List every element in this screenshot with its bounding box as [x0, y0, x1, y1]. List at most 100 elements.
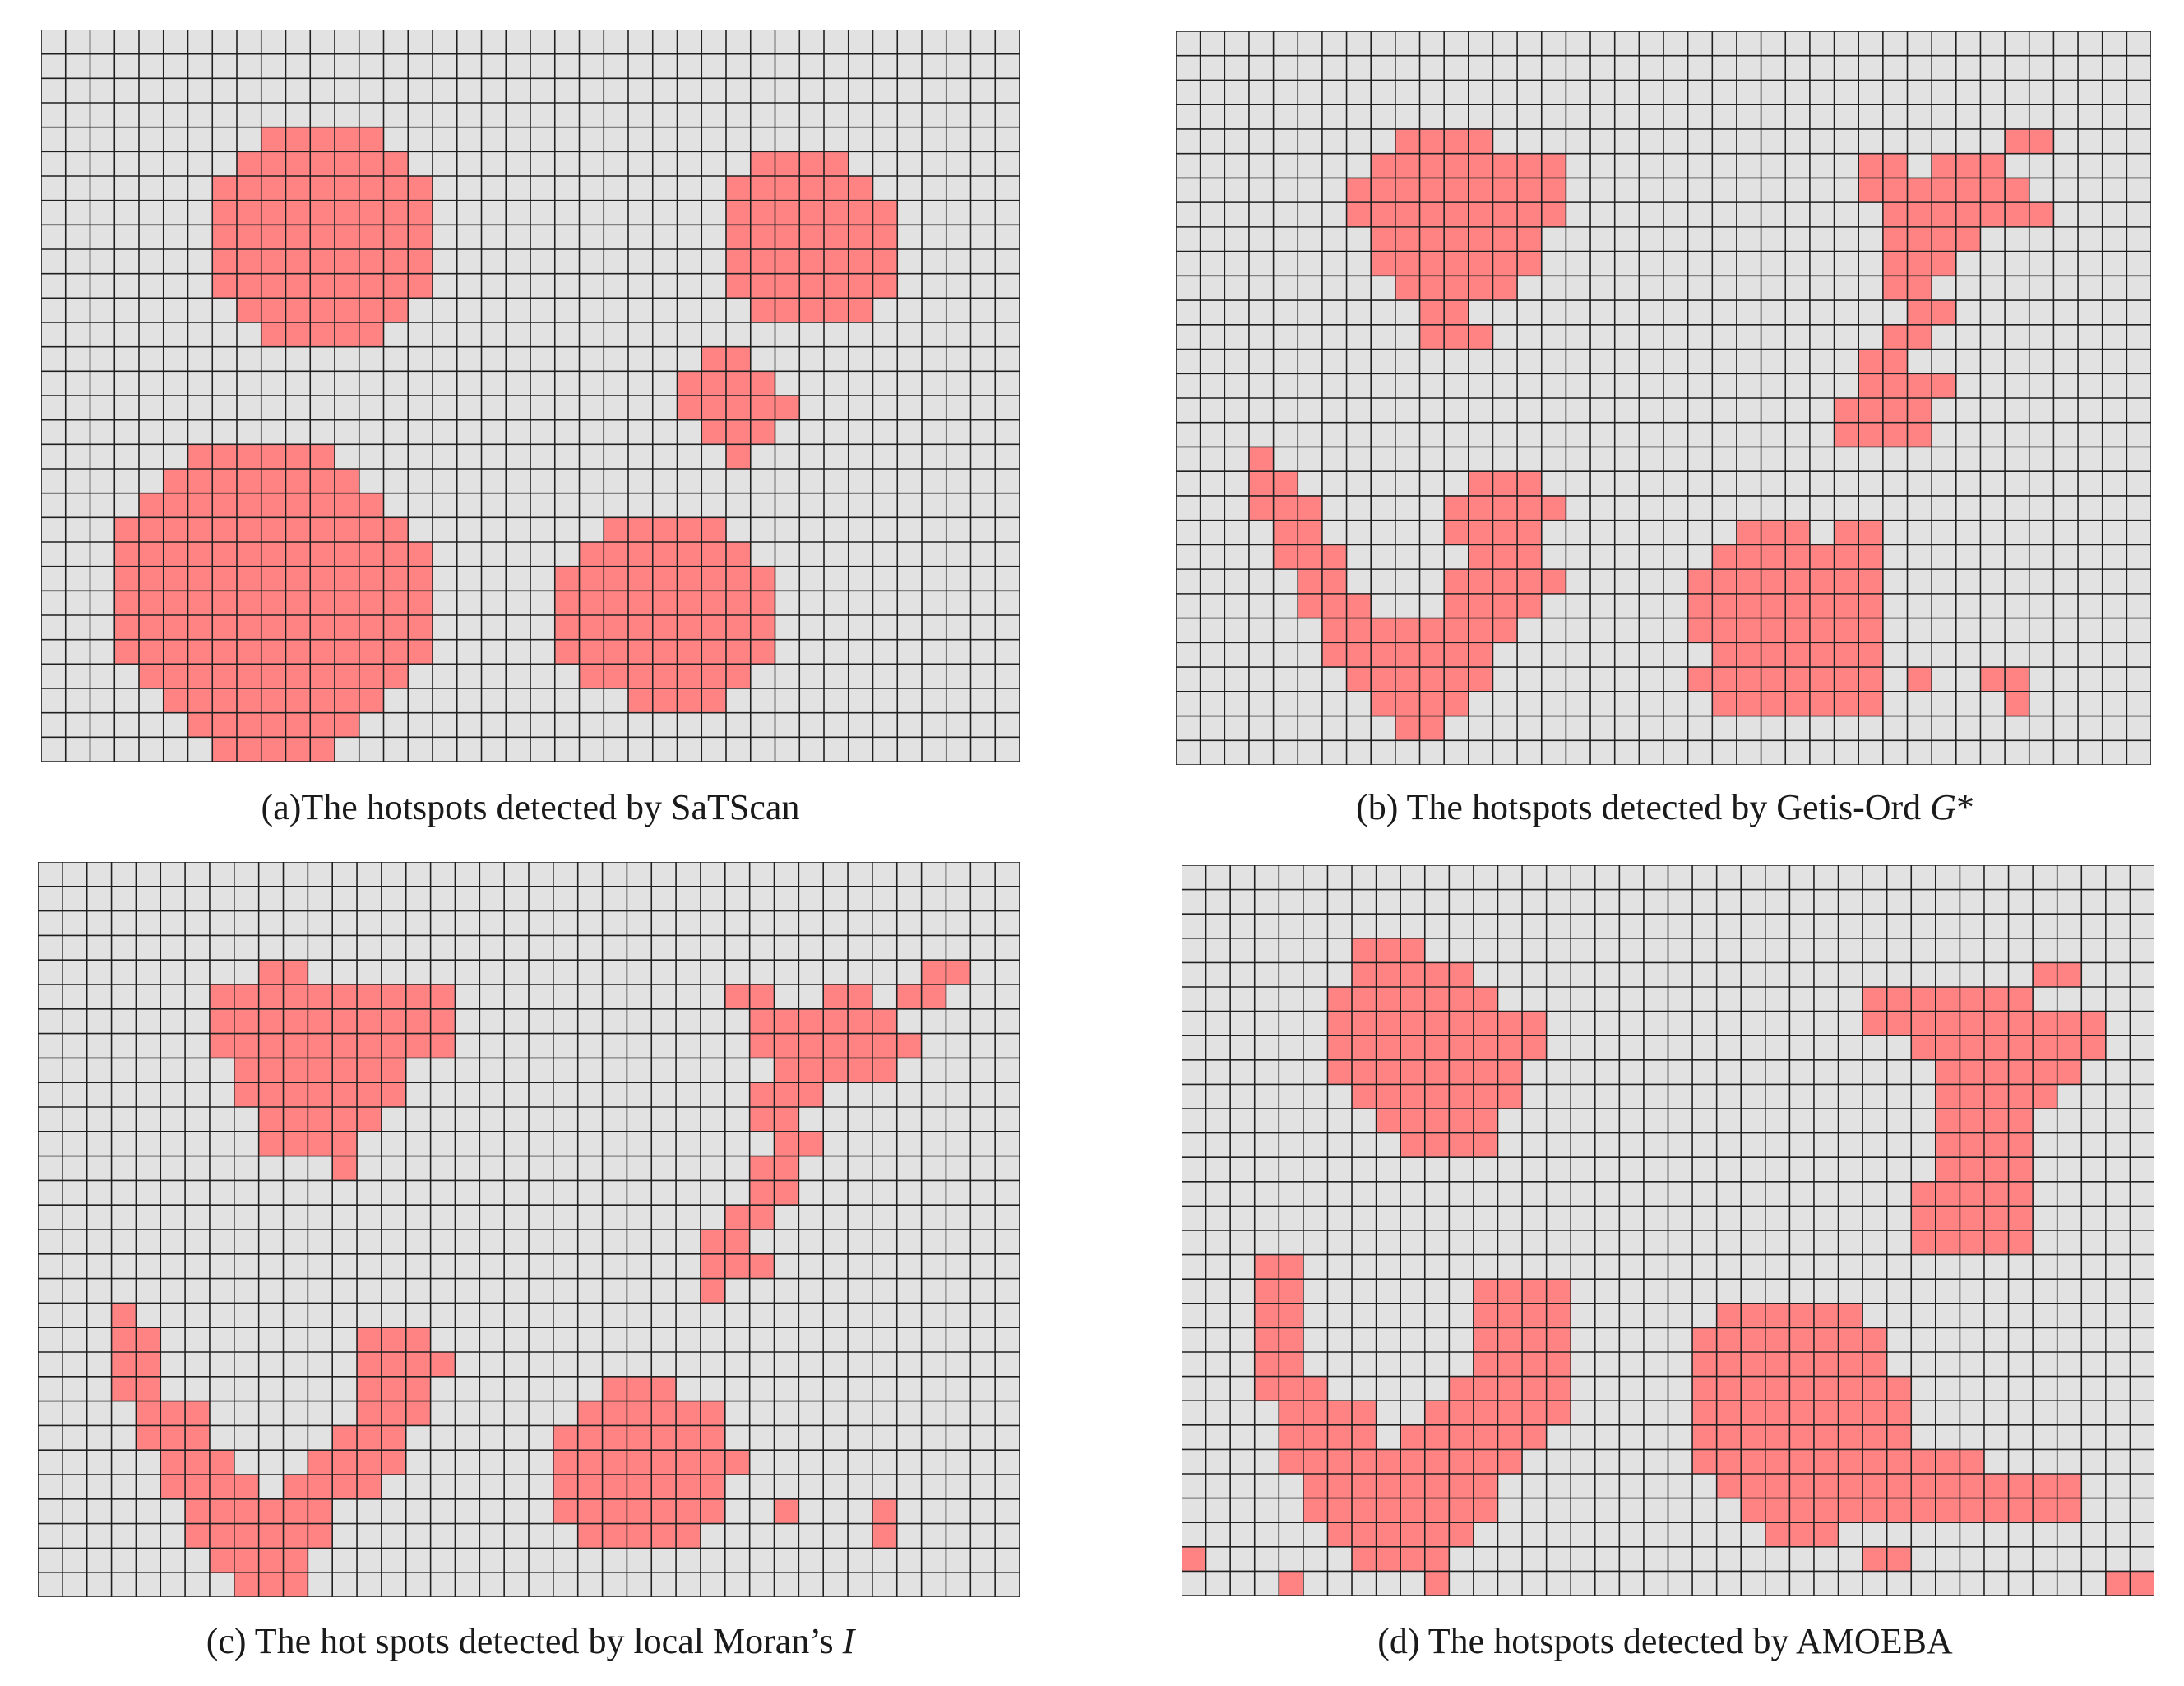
- hotspot-cells: [749, 1082, 824, 1107]
- hotspot-cells: [160, 1450, 234, 1475]
- hotspot-cells: [579, 542, 751, 567]
- panel-a: [41, 30, 1020, 762]
- hotspot-cells: [1352, 1084, 1523, 1109]
- hotspot-cells: [1321, 618, 1395, 643]
- hotspot-cells: [749, 1033, 922, 1058]
- hotspot-cells: [1248, 495, 1322, 521]
- caption-d: (d) The hotspots detected by AMOEBA: [1377, 1621, 1953, 1661]
- hotspot-cells: [872, 1498, 897, 1524]
- hotspot-cells: [212, 249, 433, 274]
- hotspot-cells: [1182, 1546, 1206, 1572]
- hotspot-cells: [212, 176, 433, 201]
- hotspot-cells: [1395, 276, 1518, 301]
- hotspot-cells: [872, 1523, 897, 1549]
- hotspot-cells: [1298, 593, 1372, 618]
- hotspot-cells: [1907, 667, 1932, 692]
- hotspot-cells: [212, 737, 335, 762]
- hotspot-cells: [554, 591, 775, 615]
- hotspot-cells: [258, 1107, 382, 1132]
- hotspot-cells: [554, 639, 775, 665]
- hotspot-cells: [1692, 1376, 1912, 1401]
- hotspot-cells: [1444, 569, 1566, 594]
- hotspot-cells: [1692, 1401, 1912, 1425]
- hotspot-cells: [261, 127, 384, 152]
- hotspot-cells: [1279, 1571, 1303, 1596]
- hotspot-cells: [554, 615, 775, 640]
- hotspot-cells: [1858, 178, 2029, 203]
- hotspot-cells: [553, 1498, 725, 1524]
- hotspot-cells: [114, 566, 433, 591]
- panel-b: [1176, 31, 2151, 765]
- hotspot-cells: [234, 1573, 308, 1597]
- hotspot-cells: [114, 542, 433, 567]
- hotspot-cells: [1327, 1011, 1547, 1036]
- hotspot-cells: [1716, 1474, 2082, 1498]
- panel-d: [1182, 865, 2154, 1596]
- hotspot-cells: [701, 419, 775, 445]
- hotspot-cells: [163, 688, 384, 713]
- hotspot-cells: [1371, 251, 1542, 276]
- hotspot-cells: [726, 249, 898, 274]
- hotspot-cells: [1424, 1571, 1450, 1596]
- hotspot-cells: [357, 1376, 431, 1401]
- hotspot-cells: [1419, 324, 1493, 350]
- hotspot-cells: [553, 1475, 725, 1499]
- hotspot-cells: [1371, 226, 1542, 252]
- hotspot-cells: [1882, 251, 1956, 276]
- hotspot-cells: [1692, 1424, 1912, 1450]
- hotspot-cells: [554, 566, 775, 591]
- grid-map: [41, 30, 1020, 762]
- hotspot-cells: [774, 1498, 799, 1524]
- hotspot-cells: [212, 225, 433, 249]
- hotspot-cells: [237, 151, 409, 176]
- hotspot-cells: [1352, 938, 1425, 963]
- hotspot-cells: [1468, 471, 1542, 496]
- hotspot-cells: [1882, 202, 2054, 227]
- hotspot-cells: [1911, 1206, 2034, 1230]
- hotspot-cells: [2005, 691, 2029, 716]
- grid-lines: [38, 862, 1020, 1597]
- hotspot-cells: [1911, 1230, 2034, 1255]
- hotspot-cells: [332, 1156, 358, 1181]
- hotspot-cells: [1935, 1084, 2057, 1109]
- hotspot-cells: [1712, 642, 1883, 668]
- hotspot-cells: [726, 273, 898, 299]
- hotspot-cells: [357, 1401, 431, 1426]
- hotspot-cells: [1449, 1376, 1571, 1401]
- hotspot-cells: [1254, 1376, 1328, 1401]
- hotspot-cells: [577, 1523, 701, 1549]
- hotspot-cells: [1248, 447, 1274, 472]
- hotspot-cells: [111, 1303, 136, 1328]
- hotspot-cells: [602, 1376, 677, 1401]
- hotspot-cells: [1327, 1035, 1547, 1060]
- hotspot-cells: [1395, 618, 1518, 643]
- hotspot-cells: [187, 712, 359, 738]
- hotspot-cells: [114, 591, 433, 615]
- hotspot-cells: [1712, 544, 1883, 570]
- grid-lines: [41, 30, 1020, 762]
- hotspot-cells: [212, 200, 433, 225]
- hotspot-cells: [1444, 495, 1566, 521]
- hotspot-cells: [234, 1082, 406, 1107]
- hotspot-cells: [1911, 1181, 2034, 1207]
- caption-c: (c) The hot spots detected by local Mora…: [206, 1621, 855, 1661]
- hotspot-cells: [1376, 1109, 1498, 1133]
- hotspot-cells: [700, 1253, 775, 1279]
- hotspot-cells: [1765, 1522, 1839, 1547]
- hotspot-cells: [553, 1425, 725, 1451]
- panel-c: [38, 862, 1020, 1597]
- hotspot-cells: [114, 615, 433, 640]
- hotspot-cells: [1468, 544, 1542, 570]
- hotspot-cells: [136, 1425, 210, 1451]
- hotspot-cells: [237, 298, 409, 322]
- hotspot-cells: [1352, 962, 1474, 987]
- hotspot-cells: [139, 664, 409, 688]
- hotspot-cells: [823, 1008, 897, 1034]
- hotspot-cells: [1862, 987, 2034, 1012]
- hotspot-cells: [579, 664, 751, 688]
- hotspot-cells: [749, 1008, 824, 1034]
- hotspot-cells: [332, 1425, 406, 1451]
- hotspot-cells: [726, 225, 898, 249]
- grid-map: [1176, 31, 2151, 765]
- hotspot-cells: [1712, 691, 1883, 716]
